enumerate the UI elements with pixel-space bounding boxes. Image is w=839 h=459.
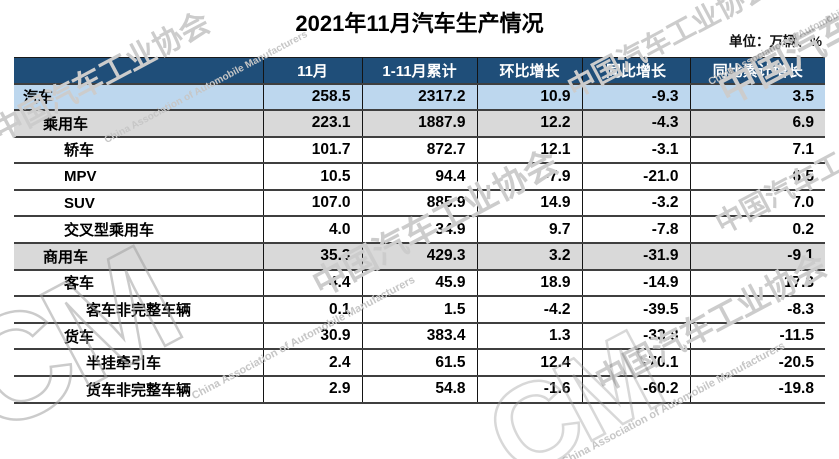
- table-row: 货车非完整车辆 2.9 54.8 -1.6 -60.2 -19.8: [14, 376, 825, 403]
- row-label: 商用车: [43, 248, 89, 266]
- cell-value: -11.5: [689, 322, 825, 350]
- cell-value: -7.9: [476, 163, 582, 190]
- cell-value: 258.5: [262, 83, 362, 111]
- cell-value: 872.7: [361, 136, 477, 164]
- column-header: 1-11月累计: [361, 57, 477, 84]
- cell-value: 45.9: [361, 269, 477, 297]
- cell-value: 1.3: [476, 322, 582, 350]
- cell-value: -8.3: [689, 296, 825, 323]
- cell-value: -4.2: [476, 296, 582, 323]
- table-row: 交叉型乘用车 4.0 34.9 9.7 -7.8 0.2: [14, 216, 825, 244]
- cell-value: 223.1: [262, 110, 362, 137]
- cell-value: 10.9: [476, 83, 582, 111]
- cell-value: 6.5: [689, 163, 825, 190]
- cell-value: 30.9: [262, 322, 362, 350]
- cell-value: 7.0: [689, 189, 825, 217]
- row-label: SUV: [64, 194, 95, 212]
- column-header: 同比累计增长: [689, 57, 825, 84]
- cell-value: -1.6: [476, 376, 582, 403]
- table-header-row: 11月 1-11月累计 环比增长 同比增长 同比累计增长: [14, 57, 825, 84]
- cell-value: 101.7: [262, 136, 362, 164]
- cell-value: 383.4: [361, 322, 477, 350]
- column-header: 11月: [262, 57, 362, 84]
- cell-value: 3.5: [689, 83, 825, 111]
- production-table: 11月 1-11月累计 环比增长 同比增长 同比累计增长 汽车 258.5 2317.2 10…: [14, 57, 825, 404]
- cell-value: 12.2: [476, 110, 582, 137]
- column-header-empty: [14, 57, 263, 84]
- row-label: 货车: [64, 328, 95, 346]
- table-row: 乘用车 223.1 1887.9 12.2 -4.3 6.9: [14, 110, 825, 137]
- cell-value: -7.8: [581, 216, 690, 244]
- table-row: 半挂牵引车 2.4 61.5 12.4 -70.1 -20.5: [14, 349, 825, 377]
- cell-value: -31.9: [581, 243, 690, 270]
- table-row: MPV 10.5 94.4 -7.9 -21.0 6.5: [14, 163, 825, 190]
- cell-value: -3.1: [581, 136, 690, 164]
- cell-value: 6.9: [689, 110, 825, 137]
- row-label: 交叉型乘用车: [64, 222, 155, 240]
- row-label: 货车非完整车辆: [86, 381, 192, 399]
- cell-value: 0.2: [689, 216, 825, 244]
- table-row: 轿车 101.7 872.7 12.1 -3.1 7.1: [14, 136, 825, 164]
- cell-value: -19.8: [689, 376, 825, 403]
- cell-value: 14.9: [476, 189, 582, 217]
- cell-value: 2.9: [262, 376, 362, 403]
- cell-value: -9.1: [689, 243, 825, 270]
- cell-value: -70.1: [581, 349, 690, 377]
- row-label: 半挂牵引车: [86, 355, 162, 373]
- page-title: 2021年11月汽车生产情况: [295, 11, 544, 36]
- cell-value: 4.4: [262, 269, 362, 297]
- cell-value: 429.3: [361, 243, 477, 270]
- column-header: 环比增长: [476, 57, 582, 84]
- row-label: 汽车: [23, 89, 54, 107]
- cell-value: -9.3: [581, 83, 690, 111]
- cell-value: 9.7: [476, 216, 582, 244]
- cell-value: -33.8: [581, 322, 690, 350]
- cell-value: 17.3: [689, 269, 825, 297]
- cell-value: -20.5: [689, 349, 825, 377]
- cell-value: 0.1: [262, 296, 362, 323]
- table-row: 货车 30.9 383.4 1.3 -33.8 -11.5: [14, 322, 825, 350]
- cell-value: -60.2: [581, 376, 690, 403]
- cell-value: -39.5: [581, 296, 690, 323]
- column-header: 同比增长: [581, 57, 690, 84]
- cell-value: 61.5: [361, 349, 477, 377]
- row-label: 乘用车: [43, 115, 89, 133]
- cell-value: 1.5: [361, 296, 477, 323]
- cell-value: 2.4: [262, 349, 362, 377]
- cell-value: 3.2: [476, 243, 582, 270]
- unit-note: 单位：万辆、%: [728, 34, 822, 49]
- cell-value: 107.0: [262, 189, 362, 217]
- table-row: 商用车 35.3 429.3 3.2 -31.9 -9.1: [14, 243, 825, 270]
- cell-value: 2317.2: [361, 83, 477, 111]
- table-body: 汽车 258.5 2317.2 10.9 -9.3 3.5 乘用车 223.1 1887.9 12…: [14, 83, 825, 403]
- table-row: 客车 4.4 45.9 18.9 -14.9 17.3: [14, 269, 825, 297]
- cell-value: 885.9: [361, 189, 477, 217]
- cell-value: -4.3: [581, 110, 690, 137]
- cell-value: -14.9: [581, 269, 690, 297]
- cell-value: -3.2: [581, 189, 690, 217]
- row-label: 客车: [64, 275, 95, 293]
- cell-value: 35.3: [262, 243, 362, 270]
- cell-value: 12.4: [476, 349, 582, 377]
- cell-value: 1887.9: [361, 110, 477, 137]
- cell-value: 4.0: [262, 216, 362, 244]
- cell-value: 34.9: [361, 216, 477, 244]
- cell-value: -21.0: [581, 163, 690, 190]
- table-row: SUV 107.0 885.9 14.9 -3.2 7.0: [14, 189, 825, 217]
- cell-value: 12.1: [476, 136, 582, 164]
- cell-value: 54.8: [361, 376, 477, 403]
- cell-value: 7.1: [689, 136, 825, 164]
- cell-value: 94.4: [361, 163, 477, 190]
- table-row: 汽车 258.5 2317.2 10.9 -9.3 3.5: [14, 83, 825, 111]
- row-label: 轿车: [64, 142, 95, 160]
- row-label: 客车非完整车辆: [86, 302, 192, 320]
- cell-value: 10.5: [262, 163, 362, 190]
- row-label: MPV: [64, 168, 97, 186]
- cell-value: 18.9: [476, 269, 582, 297]
- table-row: 客车非完整车辆 0.1 1.5 -4.2 -39.5 -8.3: [14, 296, 825, 323]
